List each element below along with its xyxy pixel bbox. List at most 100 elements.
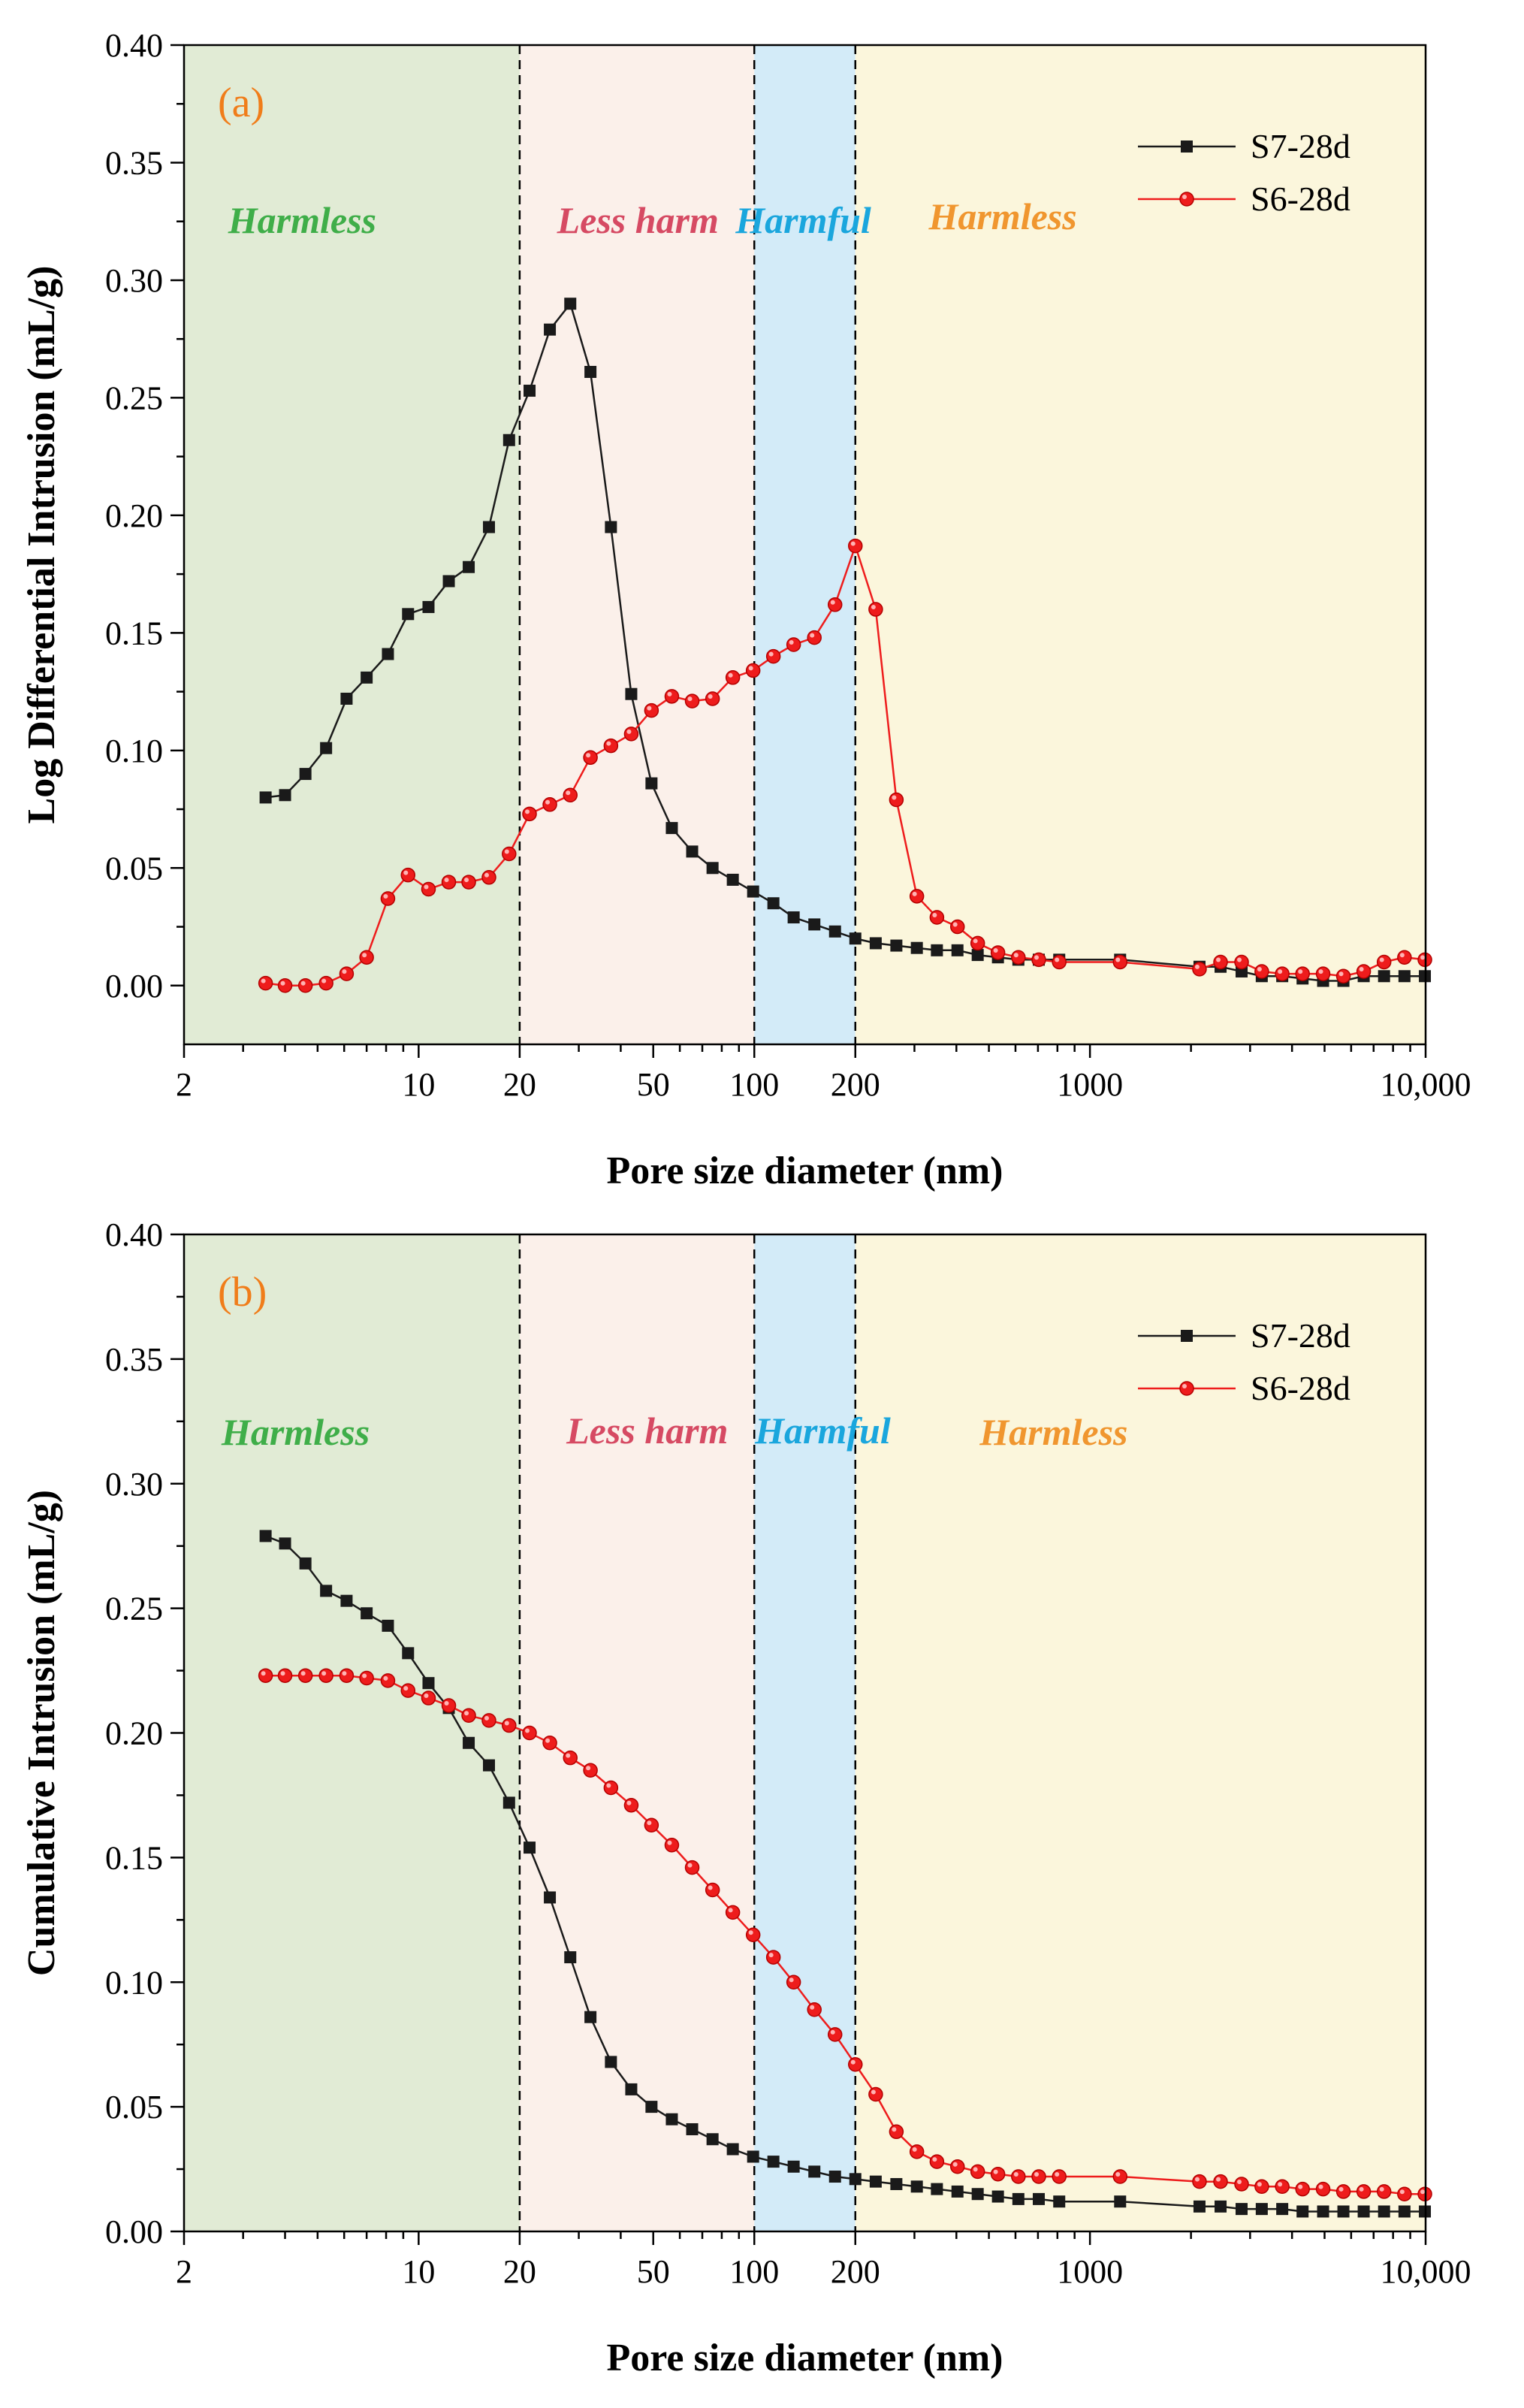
data-point [339, 1668, 355, 1683]
data-point [625, 2083, 638, 2095]
data-point [767, 897, 780, 910]
data-point [625, 687, 638, 700]
data-point [910, 2180, 923, 2193]
x-tick-label: 1000 [1057, 1066, 1123, 1103]
data-point [422, 1677, 435, 1690]
x-tick-label: 2 [176, 2253, 192, 2290]
data-point [705, 1882, 720, 1898]
x-tick-label: 20 [503, 1066, 536, 1103]
data-point [909, 889, 925, 904]
x-tick-label: 10,000 [1381, 1066, 1471, 1103]
data-point [461, 875, 476, 890]
data-point [297, 1668, 313, 1683]
data-point [991, 2190, 1004, 2203]
data-point [382, 1619, 394, 1632]
data-point [1213, 954, 1228, 970]
data-point [1031, 2169, 1046, 2184]
panel-label: (a) [218, 80, 264, 126]
data-point [1295, 966, 1310, 981]
legend-marker-shape [1181, 140, 1193, 153]
data-point [951, 944, 964, 956]
data-point [868, 602, 883, 617]
data-point [1053, 2195, 1066, 2208]
y-tick-label: 0.30 [105, 1466, 163, 1503]
data-point [1213, 2174, 1228, 2189]
data-point [1011, 2169, 1026, 2184]
data-point [1357, 2205, 1370, 2218]
legend-marker-s7 [1181, 140, 1193, 153]
y-tick-label: 0.10 [105, 733, 163, 769]
data-point [931, 944, 943, 956]
x-axis-ticks: 2 10 20 50 100 200 1000 10,000 [176, 1044, 1471, 1103]
data-point [463, 560, 475, 573]
region-bg-1 [519, 1234, 755, 2231]
x-tick-label: 2 [176, 1066, 192, 1103]
data-point [929, 2154, 945, 2169]
data-point [828, 925, 841, 938]
data-point [747, 885, 759, 898]
data-point [645, 777, 658, 790]
data-point [970, 2164, 985, 2180]
data-point [684, 1860, 700, 1875]
data-point [421, 881, 436, 897]
data-point [1011, 950, 1026, 965]
data-point [745, 1927, 761, 1942]
legend-marker-s6 [1179, 192, 1194, 207]
data-point [320, 742, 333, 754]
data-point [279, 789, 291, 802]
data-point [361, 1607, 373, 1620]
data-point [929, 910, 945, 925]
data-point [277, 978, 293, 993]
data-point [787, 2160, 800, 2173]
data-point [849, 2173, 862, 2186]
data-point [544, 323, 557, 336]
data-point [380, 1673, 396, 1688]
data-point [1114, 2195, 1127, 2208]
region-label-0: Harmless [221, 1411, 370, 1453]
data-point [644, 1817, 659, 1832]
data-point [827, 2027, 843, 2042]
data-point [584, 365, 597, 378]
data-point [603, 738, 619, 754]
data-point [400, 867, 416, 883]
legend-label-s7: S7-28d [1251, 1316, 1350, 1355]
legend: S7-28d S6-28d [1138, 127, 1350, 218]
data-point [1275, 2179, 1290, 2195]
data-point [603, 1780, 619, 1796]
data-point [1335, 968, 1351, 983]
data-point [380, 891, 396, 906]
data-point [807, 630, 822, 645]
data-point [1031, 952, 1046, 968]
data-point [726, 873, 739, 886]
data-point [279, 1537, 291, 1550]
data-point [259, 1530, 272, 1542]
data-point [869, 937, 882, 950]
series-layer [258, 1530, 1432, 2218]
data-point [848, 538, 863, 554]
data-point [1376, 954, 1392, 970]
data-point [442, 575, 455, 588]
data-point [623, 1797, 639, 1813]
data-point [889, 792, 904, 808]
data-point [664, 689, 680, 704]
data-point [1335, 2184, 1351, 2199]
y-tick-label: 0.00 [105, 968, 163, 1005]
legend-marker-shape [1179, 192, 1194, 207]
data-point [277, 1668, 293, 1683]
region-labels: Harmless Less harm Harmful Harmless [221, 1409, 1128, 1453]
data-point [1236, 2203, 1248, 2216]
region-bg-3 [855, 45, 1426, 1044]
region-label-1: Less harm [566, 1409, 728, 1452]
legend-marker-s7 [1181, 1330, 1193, 1342]
data-point [441, 1698, 457, 1713]
data-point [909, 2144, 925, 2159]
x-tick-label: 10 [402, 2253, 435, 2290]
data-point [1234, 954, 1249, 970]
data-point [1276, 2203, 1289, 2216]
data-point [1215, 2200, 1227, 2213]
y-tick-label: 0.00 [105, 2213, 163, 2250]
x-tick-label: 50 [637, 1066, 670, 1103]
data-point [931, 2183, 943, 2195]
data-point [765, 648, 781, 664]
